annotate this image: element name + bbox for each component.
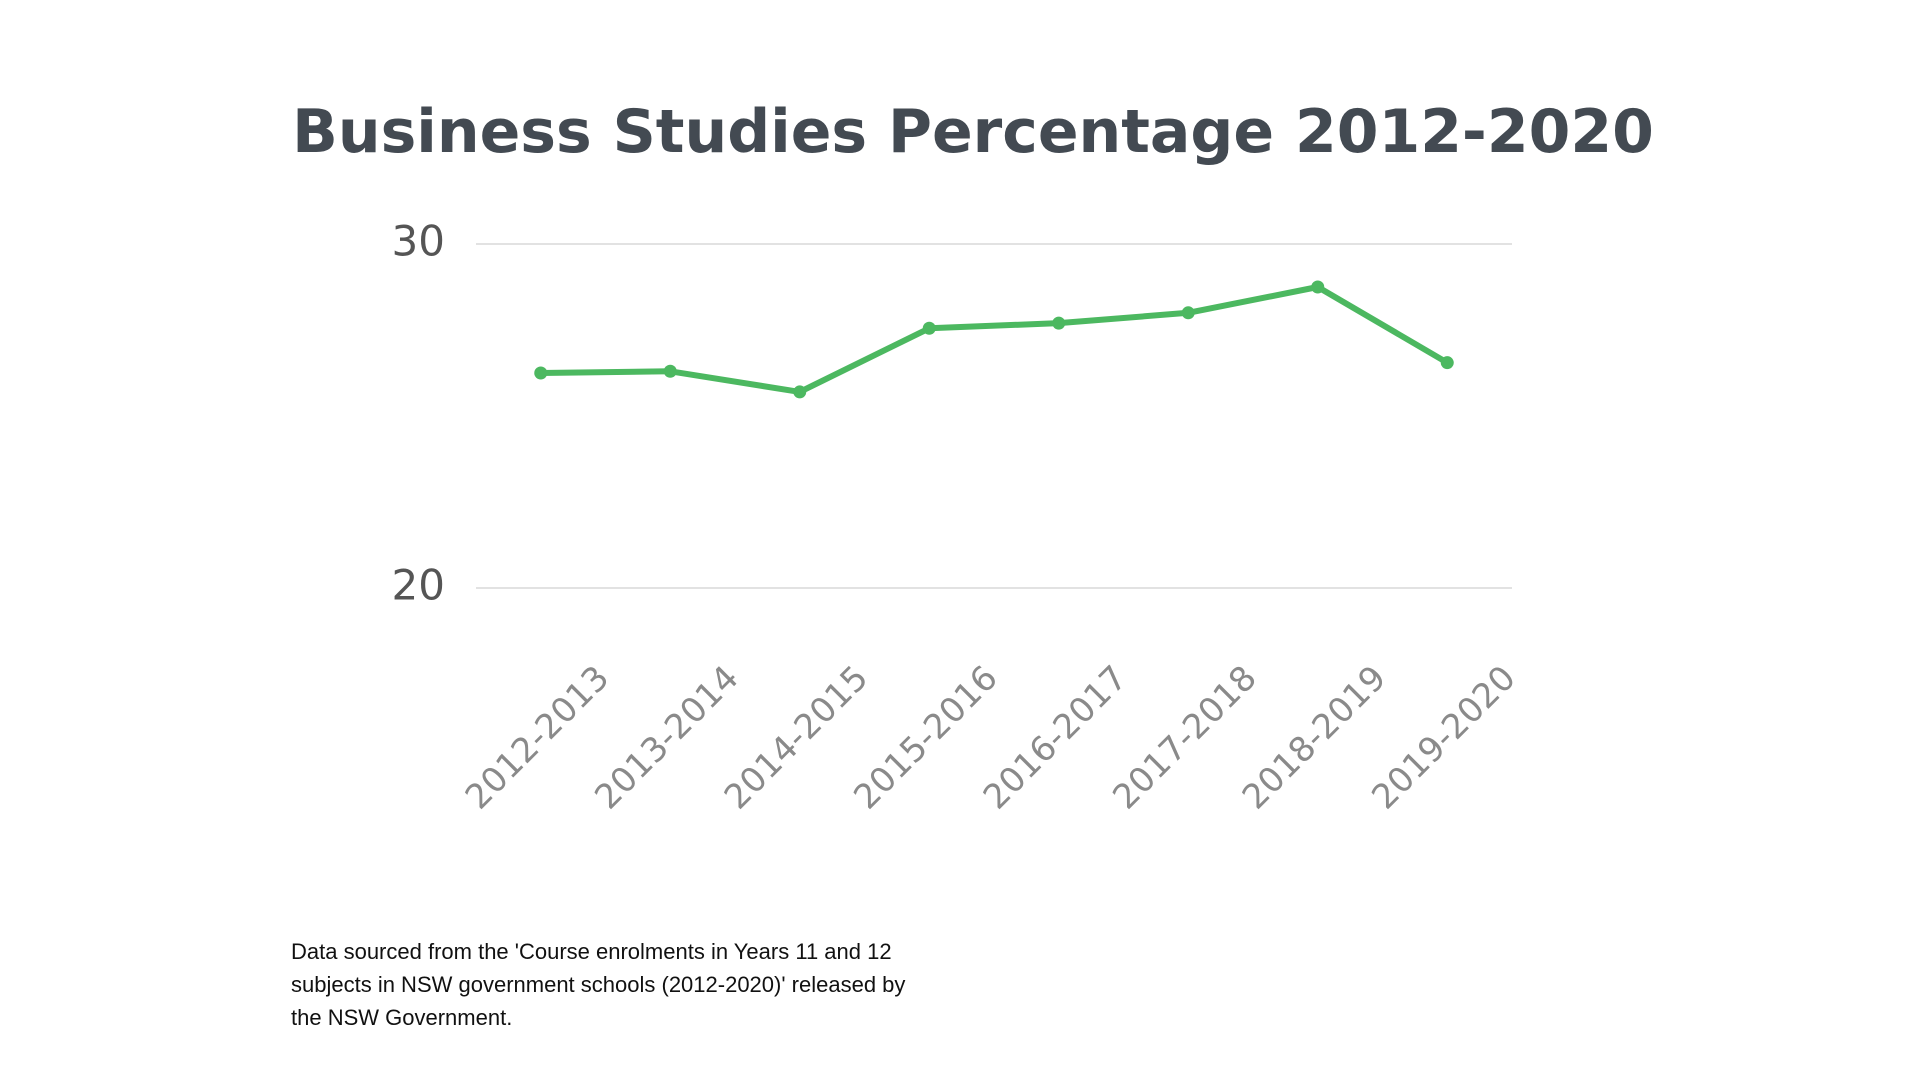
data-point bbox=[922, 321, 936, 335]
source-note: the NSW Government. bbox=[291, 1005, 512, 1030]
data-point bbox=[663, 364, 677, 378]
chart-title: Business Studies Percentage 2012-2020 bbox=[292, 97, 1654, 167]
y-tick-label: 20 bbox=[392, 561, 445, 610]
source-note: subjects in NSW government schools (2012… bbox=[291, 972, 905, 997]
source-note: Data sourced from the 'Course enrolments… bbox=[291, 939, 892, 964]
data-point bbox=[1181, 306, 1195, 320]
y-tick-label: 30 bbox=[392, 217, 445, 266]
data-point bbox=[1052, 316, 1066, 330]
data-point bbox=[534, 366, 548, 380]
data-point bbox=[1311, 280, 1325, 294]
data-point bbox=[1440, 356, 1454, 370]
data-line bbox=[537, 284, 1451, 395]
data-point bbox=[793, 385, 807, 399]
